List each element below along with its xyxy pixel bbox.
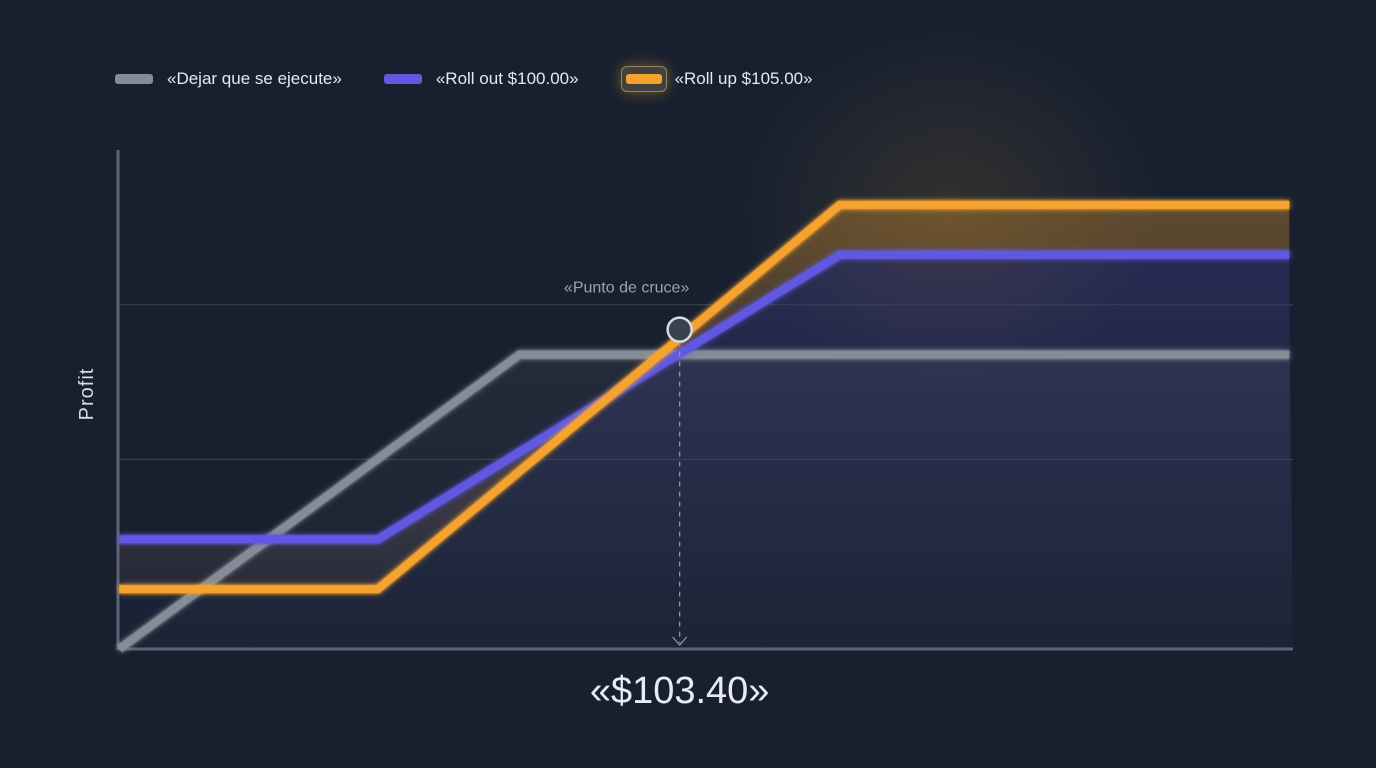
crossover-annotation (666, 316, 693, 646)
legend-swatch-roll-up (625, 74, 662, 84)
y-axis-label: Profit (76, 368, 98, 421)
legend-label-roll-out: «Roll out $100.00» (435, 69, 579, 88)
legend-swatch-roll-out (383, 74, 422, 84)
series-line-roll-up (119, 200, 1290, 594)
area-fill-let-execute (118, 354, 1293, 649)
legend-label-roll-up: «Roll up $105.00» (674, 69, 813, 88)
crossover-value: «$103.40» (590, 670, 770, 712)
legend-item-roll-up[interactable]: «Roll up $105.00» (620, 66, 813, 92)
legend-swatch-highlight (620, 66, 667, 92)
axes (116, 150, 1293, 651)
legend-label-let-execute: «Dejar que se ejecute» (167, 69, 342, 88)
crossover-marker (666, 316, 693, 343)
area-fills (118, 204, 1293, 650)
legend: «Dejar que se ejecute» «Roll out $100.00… (115, 64, 855, 94)
series-line-let-execute (116, 350, 1290, 653)
series-lines (115, 199, 1290, 654)
area-fill-roll-up (119, 204, 1290, 590)
legend-swatch-let-execute (115, 74, 153, 84)
grid-lines (118, 304, 1293, 460)
legend-item-roll-out[interactable]: «Roll out $100.00» (383, 69, 579, 89)
crossover-arrow (672, 636, 688, 646)
legend-item-let-execute[interactable]: «Dejar que se ejecute» (115, 69, 342, 89)
crossover-label: «Punto de cruce» (564, 280, 690, 297)
